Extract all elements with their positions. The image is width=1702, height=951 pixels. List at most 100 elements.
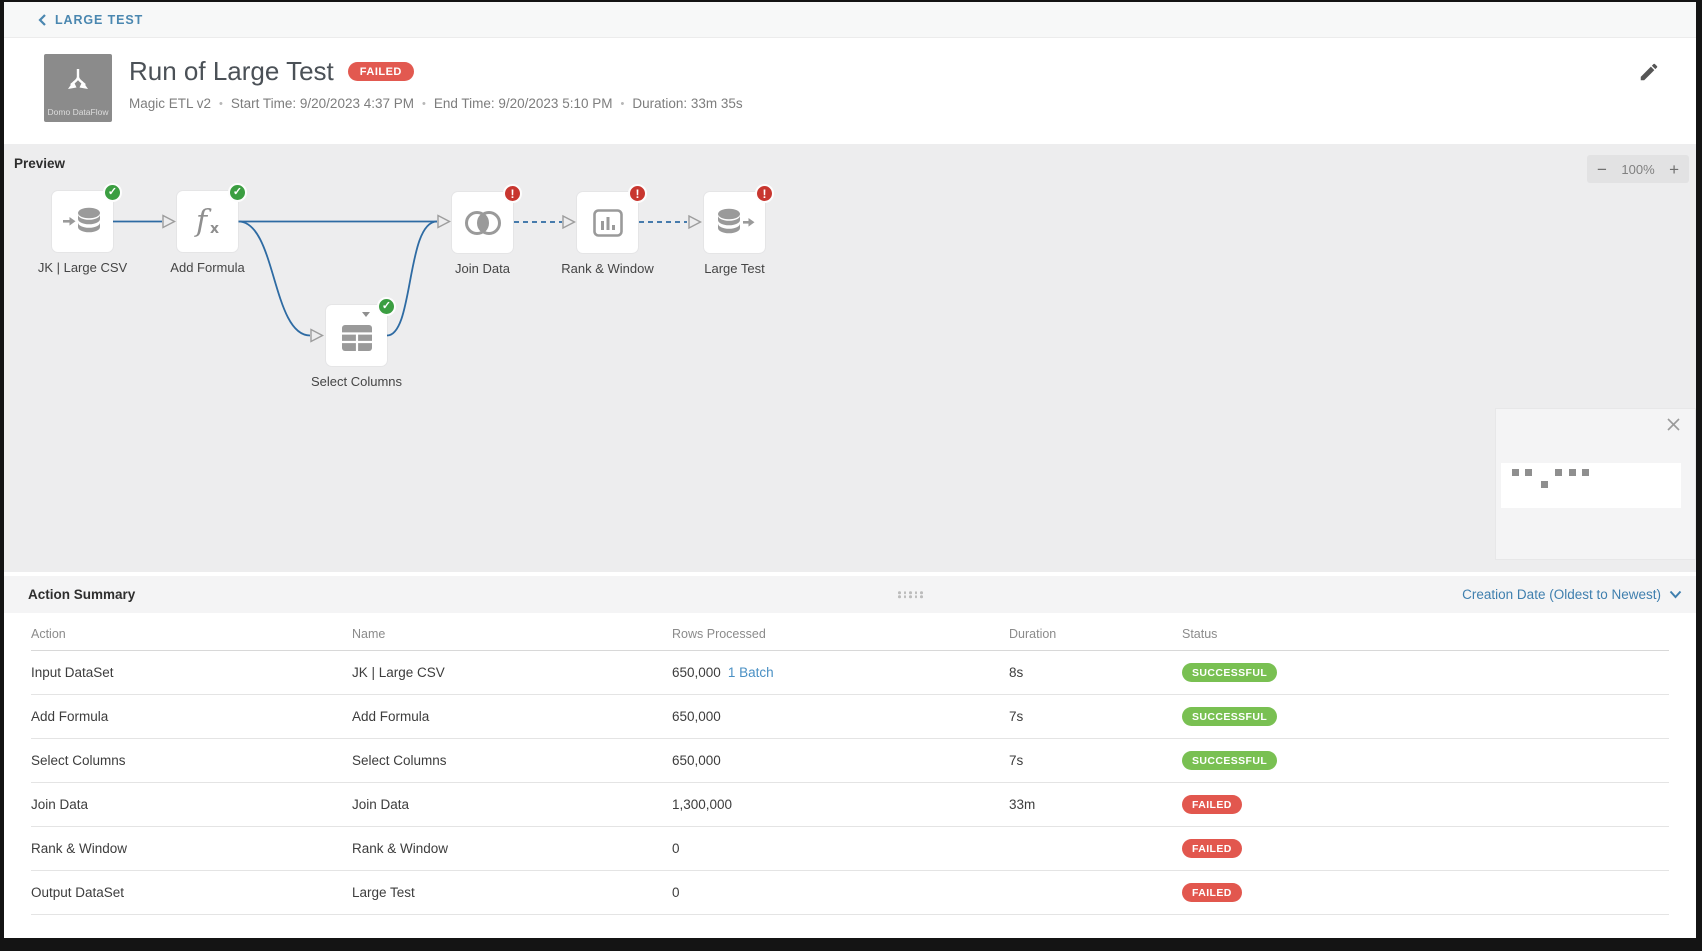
zoom-in-button[interactable]: + (1669, 159, 1679, 179)
column-header-action: Action (31, 613, 352, 651)
node-label: Join Data (455, 261, 510, 276)
zoom-control: − 100% + (1587, 155, 1689, 183)
action-summary-title: Action Summary (28, 587, 136, 602)
flow-preview-canvas[interactable]: Preview − 100% + (4, 144, 1696, 572)
cell-status: FAILED (1182, 870, 1669, 915)
tile-caption: Domo DataFlow (47, 107, 109, 117)
svg-text:x: x (210, 221, 219, 237)
run-meta: Magic ETL v2 • Start Time: 9/20/2023 4:3… (129, 96, 743, 111)
table-row: Input DataSet JK | Large CSV 650,000 1 Ba… (31, 650, 1669, 695)
minimap-node (1582, 469, 1589, 476)
zoom-out-button[interactable]: − (1597, 159, 1607, 179)
table-row: Select Columns Select Columns 650,000 7s… (31, 738, 1669, 783)
cell-rows: 650,000 (672, 694, 1009, 739)
drag-handle-icon[interactable] (898, 590, 923, 600)
dataflow-branch-icon (68, 69, 88, 89)
sort-dropdown[interactable]: Creation Date (Oldest to Newest) (1462, 587, 1682, 602)
node-label: Large Test (704, 261, 765, 276)
minimap-node (1512, 469, 1519, 476)
flow-node-add-formula[interactable]: f x ✓ Add Formula (170, 183, 247, 275)
node-status-error-icon: ! (628, 184, 647, 203)
run-status-badge: FAILED (347, 62, 414, 81)
table-row: Output DataSet Large Test 0 FAILED (31, 870, 1669, 915)
table-row: Rank & Window Rank & Window 0 FAILED (31, 826, 1669, 871)
cell-rows: 0 (672, 870, 1009, 915)
run-header: Domo DataFlow Run of Large Test FAILED M… (4, 38, 1696, 144)
cell-action: Input DataSet (31, 650, 352, 695)
page-title: Run of Large Test (129, 56, 334, 86)
cell-name: Add Formula (352, 694, 672, 739)
node-menu-caret-icon[interactable] (362, 312, 370, 317)
cell-action: Rank & Window (31, 826, 352, 871)
status-badge: SUCCESSFUL (1182, 663, 1278, 682)
flow-node-output-dataset[interactable]: ! Large Test (704, 184, 774, 276)
column-header-rows: Rows Processed (672, 613, 1009, 651)
cell-action: Select Columns (31, 738, 352, 783)
meta-separator: • (620, 97, 625, 110)
cell-name: Join Data (352, 782, 672, 827)
minimap-node (1541, 481, 1548, 488)
minimap-viewport[interactable] (1501, 463, 1681, 508)
zoom-level: 100% (1621, 161, 1655, 177)
pencil-icon (1640, 63, 1658, 80)
table-header-row: Action Name Rows Processed Duration Stat… (31, 613, 1669, 651)
flow-node-input-dataset[interactable]: ✓ JK | Large CSV (38, 183, 127, 275)
dataflow-tile: Domo DataFlow (44, 54, 112, 122)
column-header-name: Name (352, 613, 672, 651)
cell-duration (1009, 870, 1182, 915)
node-status-error-icon: ! (755, 184, 774, 203)
flow-node-rank-window[interactable]: ! Rank & Window (561, 184, 654, 276)
meta-separator: • (422, 97, 426, 110)
select-columns-icon (341, 324, 372, 351)
cell-status: FAILED (1182, 782, 1669, 827)
minimap-close-button[interactable] (1665, 417, 1681, 433)
preview-label: Preview (14, 156, 66, 171)
rows-value: 650,000 (672, 665, 721, 680)
minimap-node (1569, 469, 1576, 476)
chevron-down-icon (1669, 590, 1682, 599)
minimap-panel (1495, 408, 1696, 560)
cell-name: Rank & Window (352, 826, 672, 871)
column-header-status: Status (1182, 613, 1669, 651)
node-label: JK | Large CSV (37, 260, 128, 275)
node-status-success-icon: ✓ (103, 183, 122, 202)
action-summary-header: Action Summary Creation Date (Oldest to … (4, 576, 1696, 613)
table-row: Join Data Join Data 1,300,000 33m FAILED (31, 782, 1669, 827)
node-status-success-icon: ✓ (377, 297, 396, 316)
status-badge: FAILED (1182, 883, 1242, 902)
meta-separator: • (219, 97, 223, 110)
output-dataset-icon (717, 208, 754, 233)
cell-rows: 650,000 1 Batch (672, 650, 1009, 695)
breadcrumb-label[interactable]: LARGE TEST (55, 12, 144, 27)
node-label: Select Columns (310, 374, 403, 389)
meta-start-time: Start Time: 9/20/2023 4:37 PM (230, 96, 414, 111)
meta-type: Magic ETL v2 (129, 96, 212, 111)
flow-node-join-data[interactable]: ! Join Data (452, 184, 522, 276)
table-row: Add Formula Add Formula 650,000 7s SUCCE… (31, 694, 1669, 739)
cell-status: SUCCESSFUL (1182, 694, 1669, 739)
meta-end-time: End Time: 9/20/2023 5:10 PM (433, 96, 613, 111)
cell-duration: 8s (1009, 650, 1182, 695)
flow-edges (113, 214, 703, 343)
formula-icon: f x (194, 204, 219, 239)
batch-link[interactable]: 1 Batch (727, 665, 774, 680)
cell-rows: 1,300,000 (672, 782, 1009, 827)
breadcrumb[interactable]: LARGE TEST (38, 13, 143, 27)
join-data-icon (464, 210, 501, 235)
node-label: Add Formula (170, 260, 245, 275)
cell-name: Large Test (352, 870, 672, 915)
cell-action: Output DataSet (31, 870, 352, 915)
close-icon (1666, 418, 1680, 431)
cell-status: SUCCESSFUL (1182, 650, 1669, 695)
node-status-error-icon: ! (503, 184, 522, 203)
cell-rows: 650,000 (672, 738, 1009, 783)
edit-button[interactable] (1636, 60, 1662, 86)
status-badge: FAILED (1182, 839, 1242, 858)
cell-name: Select Columns (352, 738, 672, 783)
flow-node-select-columns[interactable]: ✓ Select Columns (311, 297, 402, 389)
top-bar: LARGE TEST (4, 2, 1696, 38)
cell-status: FAILED (1182, 826, 1669, 871)
sort-dropdown-label: Creation Date (Oldest to Newest) (1462, 587, 1661, 602)
column-header-duration: Duration (1009, 613, 1182, 651)
